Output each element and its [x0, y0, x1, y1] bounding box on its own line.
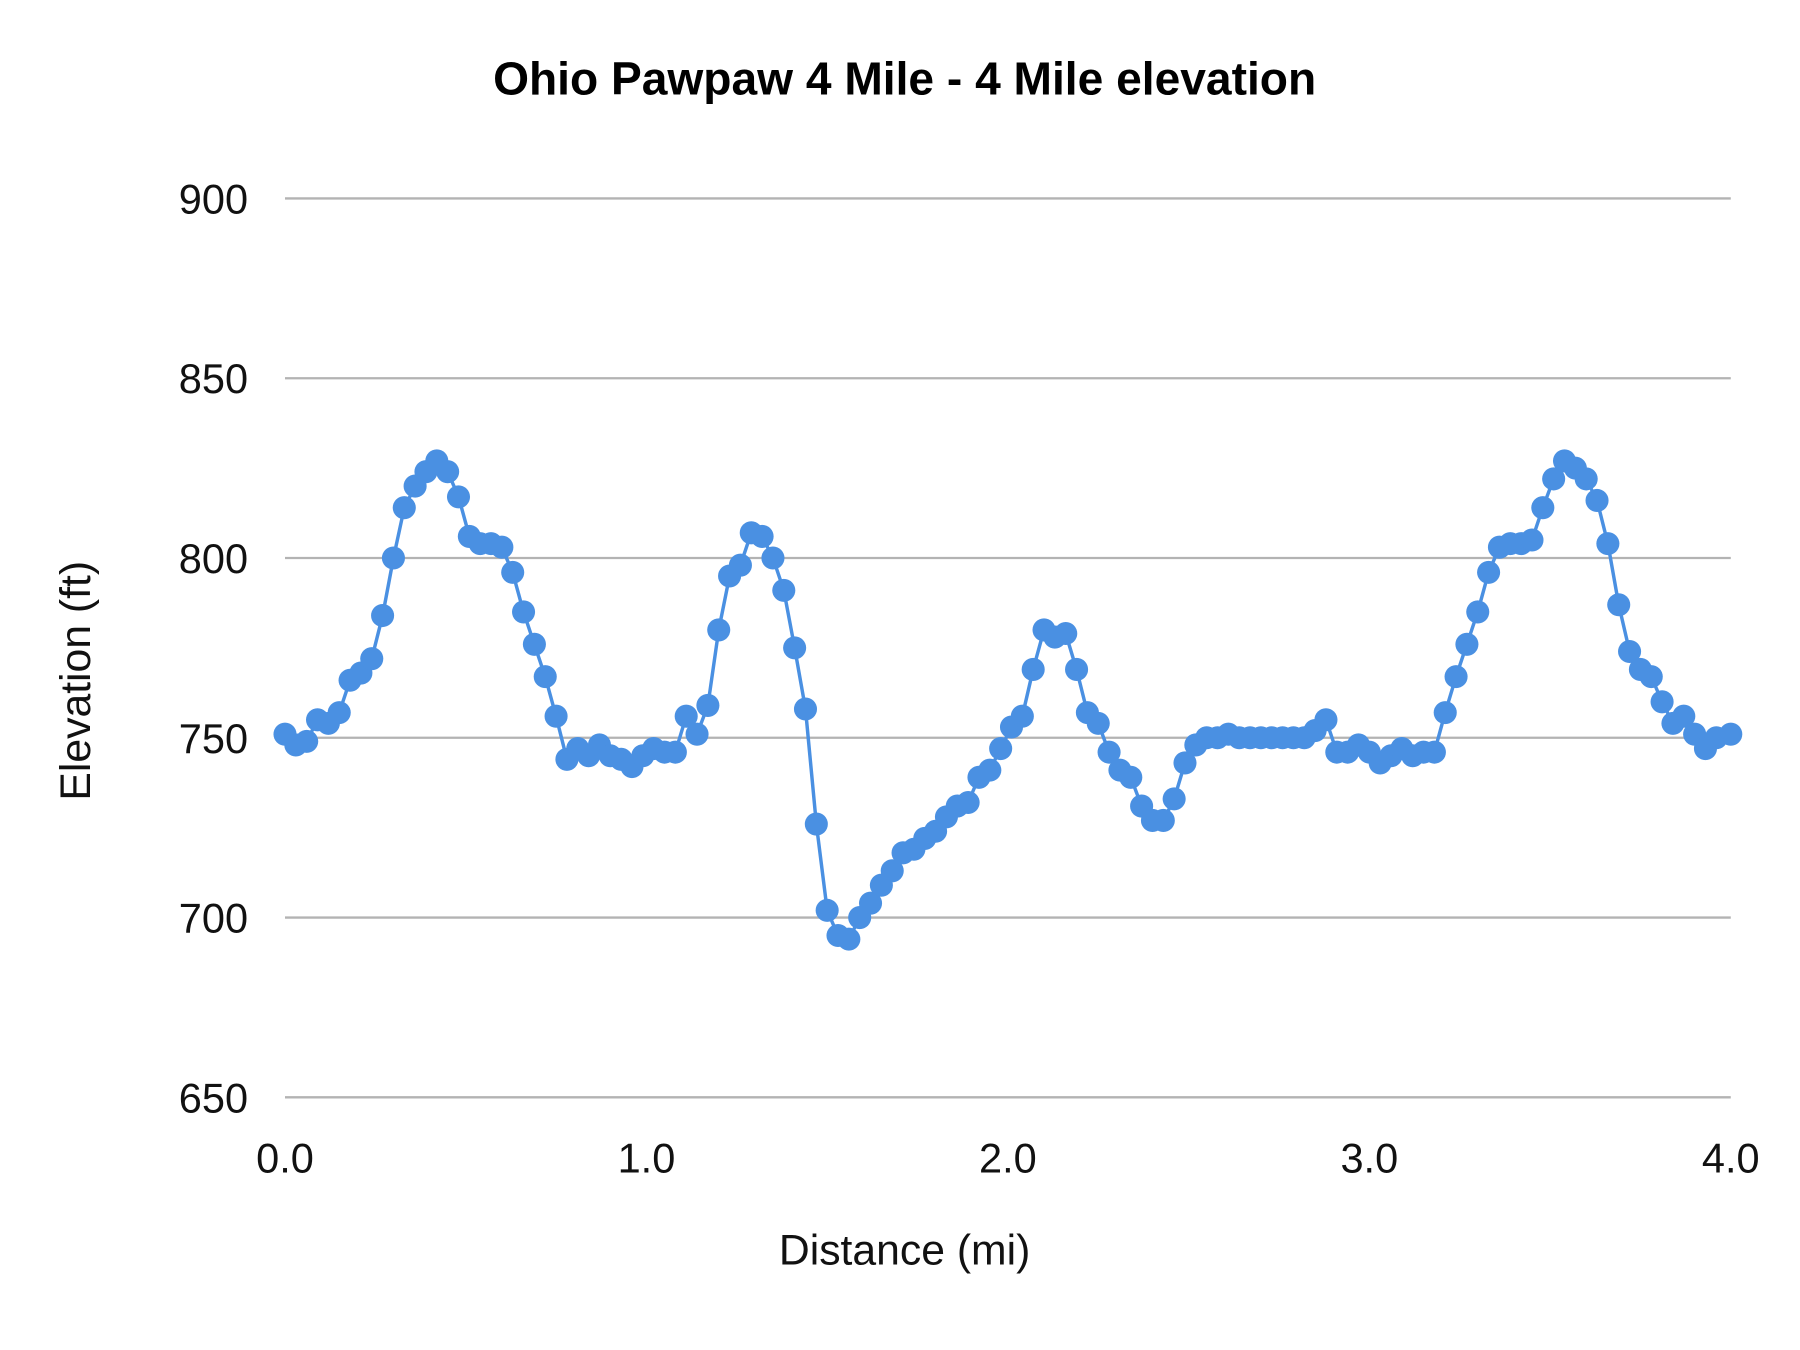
data-point	[1455, 632, 1479, 656]
data-point	[1520, 528, 1544, 552]
data-point	[978, 758, 1002, 782]
data-point	[1065, 657, 1089, 681]
data-point	[1173, 751, 1197, 775]
x-axis-title: Distance (mi)	[779, 1227, 1030, 1275]
data-point	[1672, 704, 1696, 728]
data-point	[1119, 765, 1143, 789]
data-point	[1314, 708, 1338, 732]
data-point	[837, 927, 861, 951]
data-point	[783, 636, 807, 660]
data-point	[674, 704, 698, 728]
data-point	[761, 546, 785, 570]
x-tick-label: 4.0	[1702, 1134, 1760, 1181]
data-point	[1466, 600, 1490, 624]
gridlines	[285, 197, 1731, 1099]
data-point	[1162, 787, 1186, 811]
y-tick-label: 650	[179, 1074, 248, 1121]
data-point	[1097, 740, 1121, 764]
y-tick-label: 700	[179, 895, 248, 942]
data-point	[772, 578, 796, 602]
x-axis-ticks: 0.0 1.0 2.0 3.0 4.0	[256, 1134, 1759, 1181]
x-tick-label: 0.0	[256, 1134, 314, 1181]
data-point	[1650, 690, 1674, 714]
data-point	[381, 546, 405, 570]
data-point	[815, 898, 839, 922]
data-point	[1151, 808, 1175, 833]
data-point	[1639, 665, 1663, 689]
data-point	[1086, 711, 1110, 735]
y-tick-label: 850	[179, 355, 248, 402]
data-point	[1433, 701, 1457, 725]
data-point	[1585, 488, 1609, 513]
data-point	[685, 722, 709, 746]
data-point	[956, 790, 980, 815]
data-point	[1021, 657, 1045, 681]
y-axis-title: Elevation (ft)	[52, 561, 100, 801]
data-point	[295, 729, 319, 753]
data-point	[533, 665, 557, 689]
data-point	[663, 740, 687, 764]
data-point	[880, 859, 904, 883]
data-point	[750, 524, 774, 548]
data-point	[544, 704, 568, 728]
x-tick-label: 2.0	[979, 1134, 1037, 1181]
data-point	[1574, 467, 1598, 491]
data-point	[1531, 496, 1555, 520]
y-tick-label: 800	[179, 535, 248, 582]
data-point	[1422, 740, 1446, 764]
data-point	[436, 460, 460, 484]
data-point	[793, 697, 818, 721]
data-point	[446, 485, 471, 509]
data-point	[501, 560, 525, 584]
data-point	[707, 618, 731, 642]
y-tick-label: 750	[179, 715, 248, 762]
chart-title: Ohio Pawpaw 4 Mile - 4 Mile elevation	[493, 53, 1316, 105]
data-point	[512, 600, 536, 624]
data-point	[989, 737, 1013, 761]
data-point	[696, 693, 720, 717]
data-point	[522, 632, 546, 656]
data-point	[1607, 593, 1631, 617]
data-point	[1010, 704, 1034, 728]
x-tick-label: 1.0	[618, 1134, 676, 1181]
data-point	[1719, 722, 1743, 746]
data-point	[371, 603, 395, 628]
data-point	[327, 701, 351, 725]
x-tick-label: 3.0	[1340, 1134, 1398, 1181]
data-point	[1444, 665, 1468, 689]
series-elevation	[273, 449, 1743, 951]
data-point	[728, 553, 752, 577]
y-tick-label: 900	[179, 175, 248, 222]
y-axis-ticks: 650 700 750 800 850 900	[179, 175, 248, 1121]
data-point	[1477, 560, 1501, 584]
data-point	[1596, 532, 1620, 556]
data-point	[1618, 639, 1642, 664]
data-point	[392, 496, 416, 520]
data-point	[360, 647, 384, 671]
data-point	[1054, 621, 1078, 646]
data-point	[858, 891, 883, 915]
data-point	[804, 812, 828, 836]
data-point	[490, 535, 514, 559]
data-point	[1542, 467, 1566, 491]
